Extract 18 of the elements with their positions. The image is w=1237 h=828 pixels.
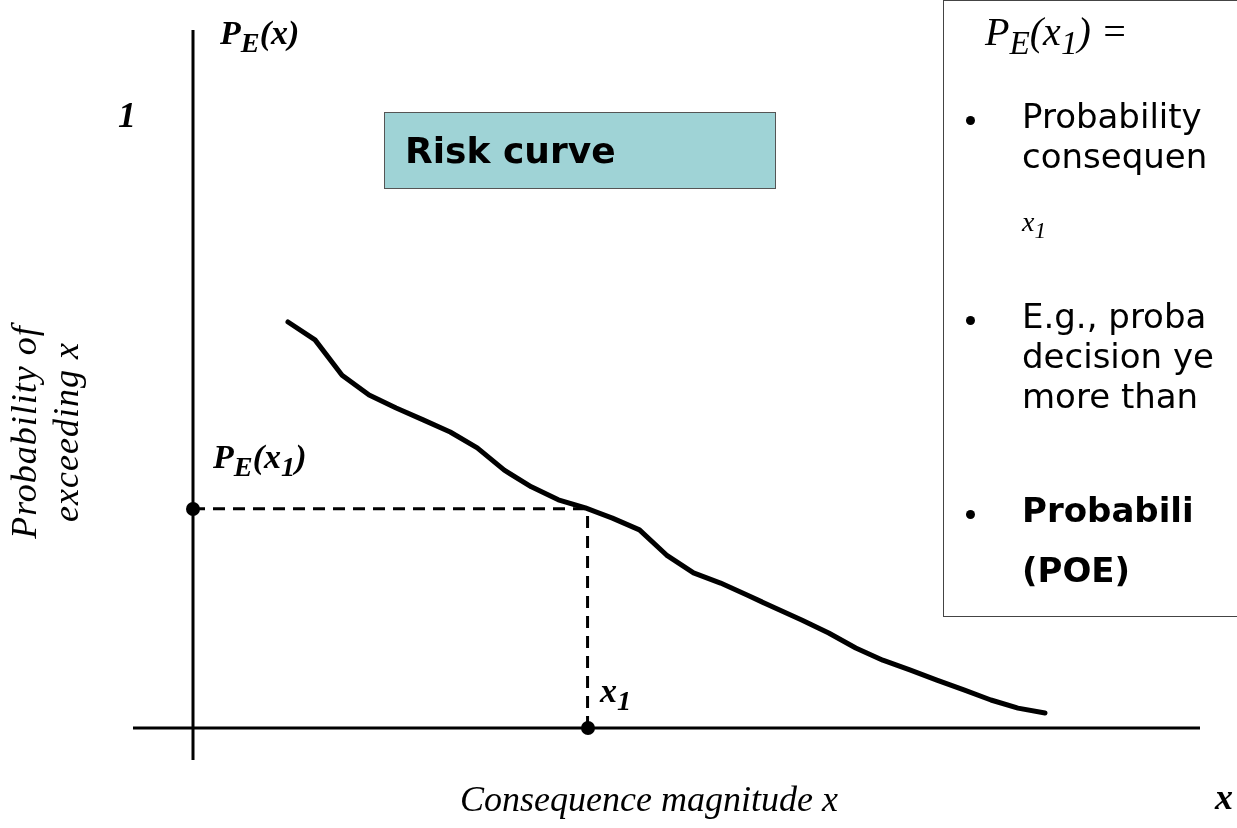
text: P$_{E}$(x) <box>220 14 300 59</box>
annotation: decision ye <box>1022 336 1214 376</box>
text: consequen <box>1022 136 1208 176</box>
chart-title: Risk curve <box>384 112 776 189</box>
text: Probability <box>1022 96 1202 136</box>
text: x <box>600 672 617 709</box>
text: P$_{E}$(x$_{1}$) = <box>985 8 1128 62</box>
annotation: E.g., proba <box>1022 296 1207 336</box>
annotation: 1 <box>617 684 632 716</box>
annotation: Probabili <box>1022 490 1194 530</box>
text: x <box>1215 776 1233 818</box>
annotation: (POE) <box>1022 550 1131 590</box>
text: 1 <box>118 95 136 135</box>
x-axis-title: Consequence magnitude x <box>460 778 838 820</box>
text: Probability of exceeding x <box>3 321 87 541</box>
ref-line-label: P$_{E}$(x$_{1}$) <box>213 438 307 483</box>
text: x$_{1}$ <box>1022 206 1047 244</box>
annotation: more than <box>1022 376 1199 416</box>
